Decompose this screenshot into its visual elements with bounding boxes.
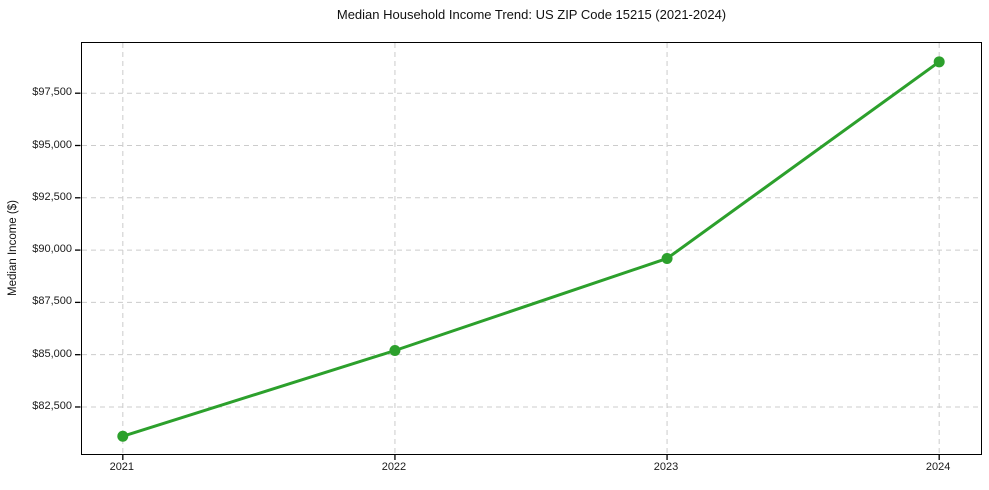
x-tick-label: 2022 [381,461,407,473]
data-point-2023 [661,252,673,264]
x-tick-label: 2021 [109,461,135,473]
chart-title: Median Household Income Trend: US ZIP Co… [336,7,727,22]
x-tick-label: 2024 [925,461,951,473]
y-tick-label: $82,500 [32,399,72,412]
y-tick-label: $90,000 [32,243,72,256]
plot-area [75,42,982,460]
y-tick-label: $87,500 [32,295,72,308]
y-tick-label: $95,000 [32,138,72,151]
trend-line [121,60,941,438]
y-tick-label: $97,500 [32,86,72,99]
y-tick-label: $92,500 [32,190,72,203]
data-point-2021 [117,430,129,442]
data-point-2022 [389,345,401,356]
x-tick-label: 2023 [653,461,679,473]
line-chart [75,43,980,460]
y-tick-label: $85,000 [32,347,72,360]
data-point-2024 [933,56,945,68]
